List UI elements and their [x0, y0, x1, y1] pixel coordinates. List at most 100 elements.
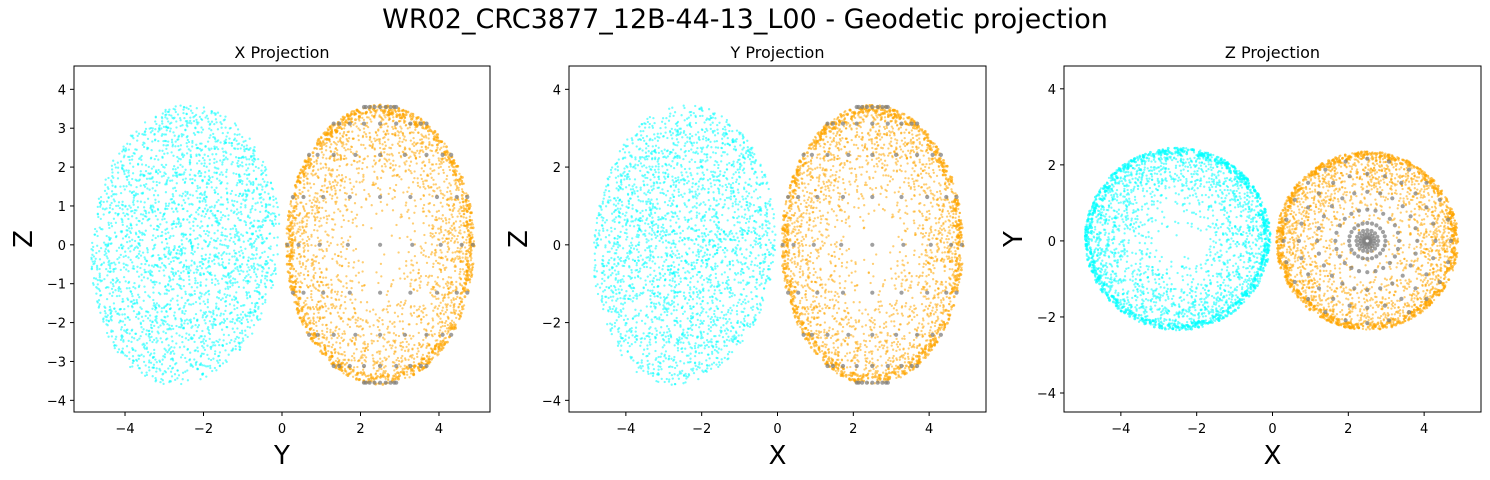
scatter-point	[175, 332, 178, 335]
scatter-point	[467, 199, 470, 203]
scatter-point	[161, 358, 164, 361]
scatter-point	[125, 185, 128, 188]
scatter-point	[131, 346, 134, 350]
scatter-point	[174, 378, 177, 382]
scatter-point	[392, 339, 395, 342]
scatter-point	[176, 210, 179, 213]
scatter-point	[336, 262, 339, 265]
scatter-point	[121, 347, 124, 350]
scatter-point	[243, 276, 247, 280]
scatter-point	[333, 351, 337, 355]
scatter-point	[459, 205, 462, 208]
scatter-point	[134, 148, 137, 151]
scatter-point	[439, 317, 442, 320]
scatter-point	[270, 219, 274, 223]
scatter-point	[194, 279, 197, 282]
scatter-point	[303, 186, 306, 190]
scatter-point	[264, 168, 268, 171]
scatter-point	[339, 346, 342, 349]
scatter-point	[208, 217, 211, 220]
scatter-point	[184, 337, 188, 340]
scatter-point	[253, 309, 256, 312]
scatter-point	[342, 372, 345, 375]
scatter-point	[459, 260, 462, 264]
scatter-point	[226, 182, 229, 185]
scatter-point	[164, 264, 167, 268]
scatter-point	[105, 285, 109, 289]
scatter-point	[401, 340, 404, 344]
scatter-point	[208, 179, 211, 182]
scatter-point	[169, 260, 173, 264]
scatter-point	[312, 165, 316, 168]
scatter-point	[413, 199, 416, 202]
scatter-point	[196, 237, 199, 240]
scatter-point	[334, 193, 337, 196]
scatter-point	[137, 256, 140, 260]
scatter-point	[442, 234, 446, 237]
scatter-point	[438, 217, 441, 220]
scatter-point	[94, 277, 98, 280]
scatter-point	[208, 158, 211, 161]
scatter-point	[439, 189, 442, 192]
scatter-point	[394, 372, 397, 376]
scatter-point	[224, 349, 227, 352]
scatter-point	[145, 333, 148, 336]
scatter-point	[254, 165, 258, 169]
scatter-point	[164, 113, 167, 117]
scatter-point	[105, 234, 108, 238]
scatter-point	[236, 268, 239, 271]
scatter-point	[351, 316, 354, 319]
scatter-point	[201, 193, 204, 196]
scatter-point	[99, 217, 102, 221]
scatter-point	[247, 256, 250, 259]
scatter-point	[345, 157, 348, 160]
scatter-point	[224, 115, 227, 118]
scatter-point	[267, 192, 270, 195]
scatter-point	[203, 348, 207, 352]
scatter-point	[195, 271, 198, 274]
scatter-point	[274, 197, 278, 200]
scatter-point	[235, 213, 238, 216]
scatter-point	[110, 190, 114, 193]
scatter-point	[355, 213, 359, 216]
scatter-point	[264, 298, 267, 302]
scatter-point	[342, 241, 345, 244]
scatter-point	[412, 269, 415, 272]
scatter-point	[90, 267, 93, 271]
scatter-point	[176, 369, 179, 372]
scatter-point	[217, 199, 220, 202]
scatter-point	[226, 326, 229, 329]
scatter-point	[196, 326, 199, 329]
scatter-point	[259, 210, 262, 214]
scatter-point	[185, 267, 188, 271]
scatter-point	[188, 333, 191, 336]
scatter-point	[199, 362, 203, 365]
scatter-point	[307, 211, 311, 215]
scatter-point	[213, 246, 216, 249]
scatter-point	[110, 329, 113, 332]
scatter-point	[414, 156, 418, 160]
scatter-point	[152, 355, 156, 359]
scatter-point	[445, 222, 448, 225]
scatter-point	[398, 236, 401, 240]
scatter-point	[459, 215, 463, 218]
scatter-point	[272, 269, 276, 273]
scatter-point	[363, 349, 367, 353]
scatter-point	[322, 199, 325, 202]
scatter-point	[306, 182, 309, 186]
scatter-point	[247, 291, 251, 294]
scatter-point	[180, 133, 183, 136]
scatter-point	[341, 353, 344, 356]
scatter-point	[327, 167, 331, 170]
scatter-point	[166, 110, 170, 114]
scatter-point	[154, 379, 158, 382]
scatter-point	[111, 282, 115, 286]
scatter-point	[245, 263, 249, 266]
scatter-point	[252, 225, 255, 228]
scatter-point	[275, 201, 278, 204]
scatter-point	[252, 314, 255, 317]
scatter-point	[312, 312, 316, 315]
scatter-point	[345, 133, 348, 137]
scatter-point	[248, 180, 251, 183]
scatter-point	[126, 175, 129, 178]
